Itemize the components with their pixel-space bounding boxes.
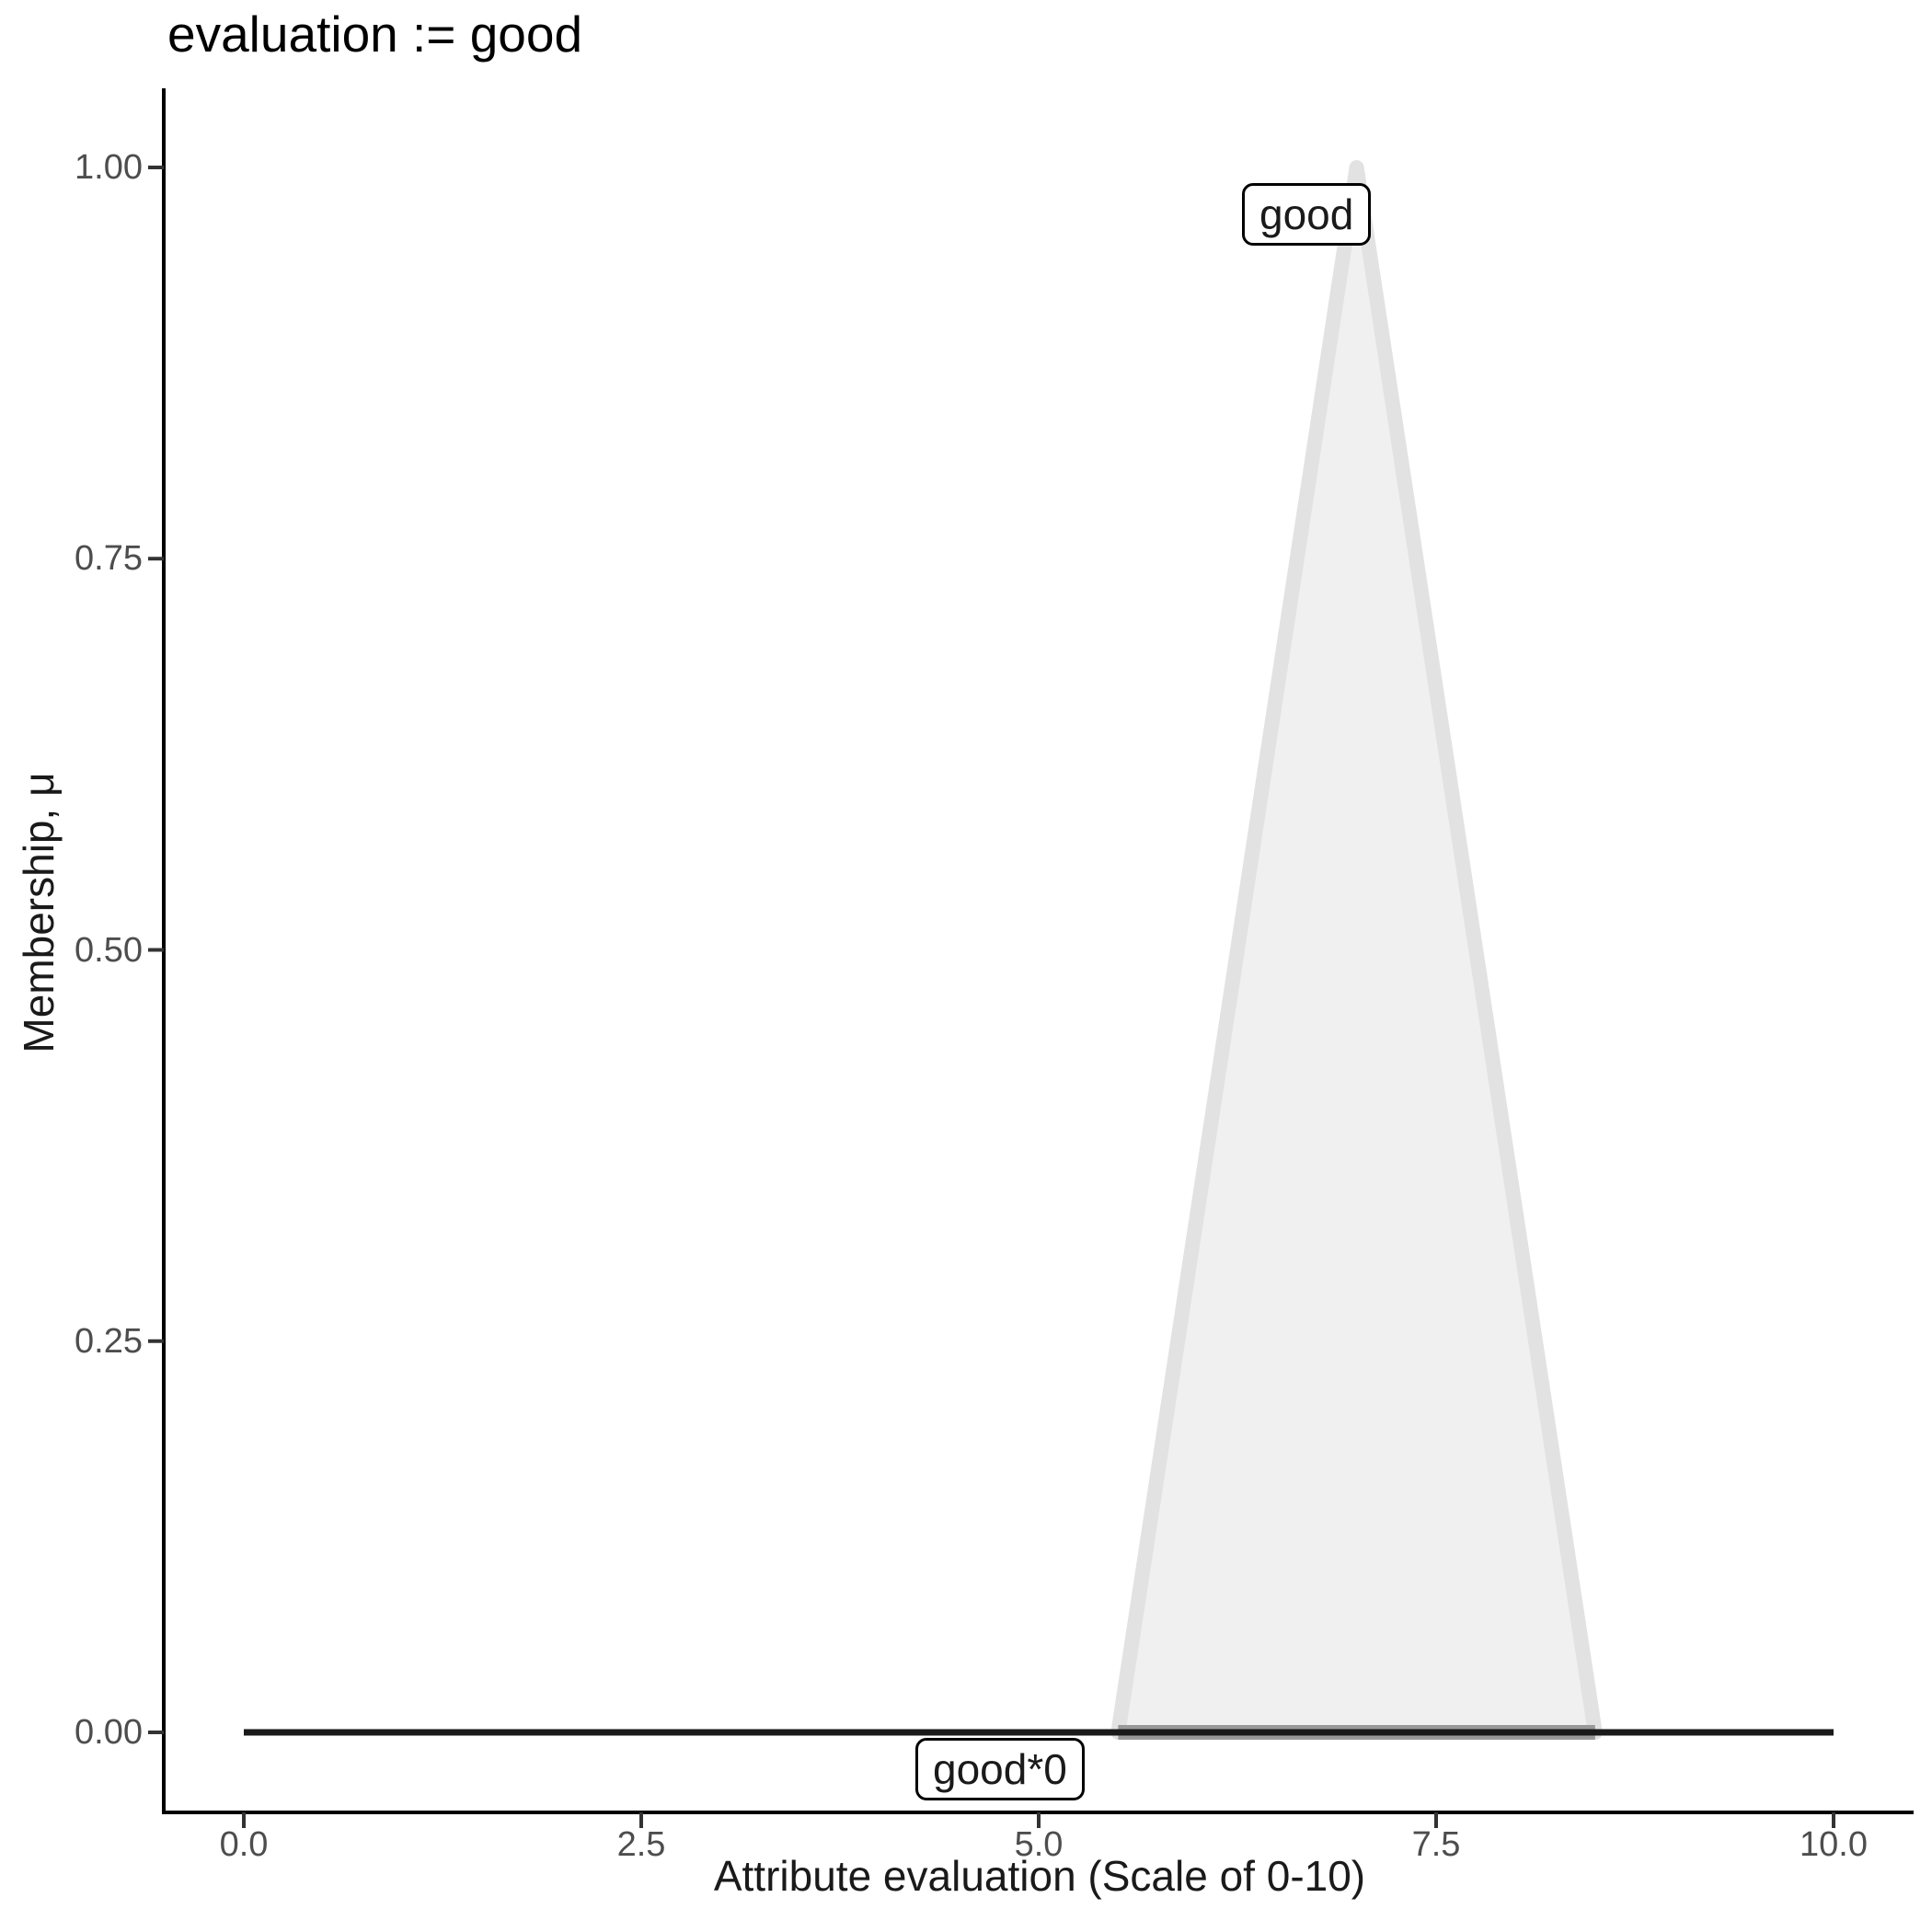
x-tick-label-5.0: 5.0 — [1014, 1825, 1064, 1864]
good-zero-label-box: good*0 — [915, 1738, 1085, 1800]
y-tick-label-0.00: 0.00 — [75, 1713, 143, 1752]
x-tick-label-10.0: 10.0 — [1800, 1825, 1868, 1864]
y-tick-label-0.75: 0.75 — [75, 539, 143, 579]
chart-title: evaluation := good — [167, 6, 583, 63]
good-label-box: good — [1242, 183, 1372, 246]
x-axis-title: Attribute evaluation (Scale of 0-10) — [713, 1852, 1366, 1900]
y-tick-label-0.50: 0.50 — [75, 930, 143, 970]
y-axis-title: Membership, μ — [15, 772, 63, 1053]
x-tick-label-7.5: 7.5 — [1411, 1825, 1461, 1864]
membership-area-good — [1110, 160, 1603, 1740]
good-label: good — [1259, 190, 1354, 238]
x-tick-label-2.5: 2.5 — [616, 1825, 666, 1864]
good-zero-label: good*0 — [933, 1745, 1067, 1793]
y-tick-label-0.25: 0.25 — [75, 1321, 143, 1361]
x-tick-label-0.0: 0.0 — [219, 1825, 269, 1864]
y-tick-label-1.00: 1.00 — [75, 148, 143, 187]
